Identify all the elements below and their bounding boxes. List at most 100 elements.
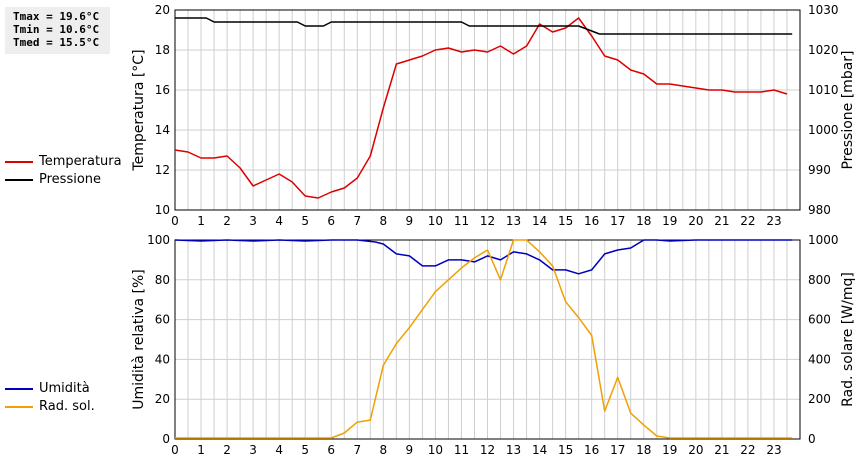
top-x-tick-label: 2 bbox=[223, 214, 231, 228]
bottom-x-tick-label: 14 bbox=[532, 443, 547, 457]
top-x-tick-label: 12 bbox=[480, 214, 495, 228]
bottom-y2-tick-label: 1000 bbox=[808, 233, 839, 247]
bottom-y-tick-label: 40 bbox=[155, 352, 170, 366]
bottom-y-tick-label: 100 bbox=[147, 233, 170, 247]
top-y-tick-label: 16 bbox=[155, 83, 170, 97]
tmin-text: Tmin = 10.6°C bbox=[13, 23, 100, 36]
top-y-tick-label: 18 bbox=[155, 43, 170, 57]
bottom-y2-axis-label: Rad. solare [W/mq] bbox=[840, 272, 856, 407]
bottom-x-tick-label: 11 bbox=[454, 443, 469, 457]
bottom-x-tick-label: 16 bbox=[584, 443, 599, 457]
bottom-series-line-umidit bbox=[174, 239, 793, 275]
legend-swatch-humidity bbox=[5, 388, 33, 390]
legend-swatch-temperature bbox=[5, 161, 33, 163]
bottom-x-tick-label: 20 bbox=[688, 443, 703, 457]
bottom-x-tick-label: 13 bbox=[506, 443, 521, 457]
bottom-y-axis-label: Umidità relativa [%] bbox=[131, 269, 147, 410]
top-x-tick-label: 9 bbox=[406, 214, 414, 228]
tmax-text: Tmax = 19.6°C bbox=[13, 10, 100, 23]
top-y2-tick-label: 1030 bbox=[808, 3, 839, 17]
bottom-y2-tick-label: 0 bbox=[808, 432, 816, 446]
top-x-tick-label: 10 bbox=[428, 214, 443, 228]
bottom-x-tick-label: 7 bbox=[353, 443, 361, 457]
bottom-x-tick-label: 1 bbox=[197, 443, 205, 457]
top-x-tick-label: 4 bbox=[275, 214, 283, 228]
bottom-y-tick-label: 60 bbox=[155, 313, 170, 327]
bottom-y2-tick-label: 600 bbox=[808, 313, 831, 327]
top-x-tick-label: 22 bbox=[740, 214, 755, 228]
legend-item-temperature: Temperatura bbox=[5, 153, 122, 171]
top-x-tick-label: 18 bbox=[636, 214, 651, 228]
top-x-tick-label: 19 bbox=[662, 214, 677, 228]
legend-label-pressure: Pressione bbox=[39, 172, 102, 187]
top-x-tick-label: 1 bbox=[197, 214, 205, 228]
bottom-y2-tick-label: 200 bbox=[808, 392, 831, 406]
bottom-x-tick-label: 23 bbox=[766, 443, 781, 457]
bottom-x-tick-label: 15 bbox=[558, 443, 573, 457]
top-x-tick-label: 21 bbox=[714, 214, 729, 228]
top-plot-frame bbox=[174, 9, 801, 211]
bottom-y2-tick-label: 400 bbox=[808, 352, 831, 366]
bottom-x-tick-label: 10 bbox=[428, 443, 443, 457]
top-y2-tick-label: 1010 bbox=[808, 83, 839, 97]
bottom-x-tick-label: 21 bbox=[714, 443, 729, 457]
bottom-x-tick-label: 5 bbox=[301, 443, 309, 457]
legend-item-radiation: Rad. sol. bbox=[5, 398, 95, 416]
top-y2-tick-label: 1000 bbox=[808, 123, 839, 137]
top-x-tick-label: 8 bbox=[380, 214, 388, 228]
legend-item-humidity: Umidità bbox=[5, 380, 95, 398]
top-x-tick-label: 17 bbox=[610, 214, 625, 228]
top-y-tick-label: 20 bbox=[155, 3, 170, 17]
bottom-x-tick-label: 0 bbox=[171, 443, 179, 457]
top-x-tick-label: 14 bbox=[532, 214, 547, 228]
top-x-tick-label: 0 bbox=[171, 214, 179, 228]
top-x-tick-label: 16 bbox=[584, 214, 599, 228]
bottom-x-tick-label: 3 bbox=[249, 443, 257, 457]
top-x-tick-label: 13 bbox=[506, 214, 521, 228]
top-y-tick-label: 10 bbox=[155, 203, 170, 217]
bottom-series-line-rad-sol bbox=[175, 239, 793, 439]
top-x-tick-label: 5 bbox=[301, 214, 309, 228]
top-x-tick-label: 20 bbox=[688, 214, 703, 228]
bottom-x-tick-label: 9 bbox=[406, 443, 414, 457]
bottom-x-tick-label: 22 bbox=[740, 443, 755, 457]
bottom-x-tick-label: 4 bbox=[275, 443, 283, 457]
top-series-line-temperatura bbox=[174, 17, 788, 199]
top-x-tick-label: 23 bbox=[766, 214, 781, 228]
bottom-plot-frame bbox=[174, 239, 801, 440]
legend-top: Temperatura Pressione bbox=[5, 153, 122, 189]
top-y2-axis-label: Pressione [mbar] bbox=[840, 50, 856, 169]
legend-label-radiation: Rad. sol. bbox=[39, 399, 95, 414]
bottom-x-tick-label: 8 bbox=[380, 443, 388, 457]
top-y-tick-label: 12 bbox=[155, 163, 170, 177]
top-x-tick-label: 6 bbox=[327, 214, 335, 228]
stats-box: Tmax = 19.6°C Tmin = 10.6°C Tmed = 15.5°… bbox=[5, 7, 110, 54]
bottom-y-tick-label: 80 bbox=[155, 273, 170, 287]
legend-bottom: Umidità Rad. sol. bbox=[5, 380, 95, 416]
legend-label-humidity: Umidità bbox=[39, 381, 90, 396]
top-y-axis-label: Temperatura [°C] bbox=[131, 49, 147, 171]
legend-swatch-radiation bbox=[5, 406, 33, 408]
bottom-y-tick-label: 20 bbox=[155, 392, 170, 406]
legend-label-temperature: Temperatura bbox=[39, 154, 122, 169]
top-x-tick-label: 7 bbox=[353, 214, 361, 228]
bottom-x-tick-label: 19 bbox=[662, 443, 677, 457]
bottom-y2-tick-label: 800 bbox=[808, 273, 831, 287]
top-series-line-pressione bbox=[175, 17, 793, 35]
legend-item-pressure: Pressione bbox=[5, 171, 122, 189]
bottom-x-tick-label: 12 bbox=[480, 443, 495, 457]
top-y2-tick-label: 980 bbox=[808, 203, 831, 217]
top-x-tick-label: 15 bbox=[558, 214, 573, 228]
bottom-x-tick-label: 17 bbox=[610, 443, 625, 457]
top-y2-tick-label: 990 bbox=[808, 163, 831, 177]
tmed-text: Tmed = 15.5°C bbox=[13, 36, 100, 49]
bottom-x-tick-label: 6 bbox=[327, 443, 335, 457]
top-x-tick-label: 11 bbox=[454, 214, 469, 228]
top-x-tick-label: 3 bbox=[249, 214, 257, 228]
bottom-x-tick-label: 18 bbox=[636, 443, 651, 457]
bottom-y-tick-label: 0 bbox=[162, 432, 170, 446]
top-y-tick-label: 14 bbox=[155, 123, 170, 137]
legend-swatch-pressure bbox=[5, 179, 33, 181]
top-y2-tick-label: 1020 bbox=[808, 43, 839, 57]
